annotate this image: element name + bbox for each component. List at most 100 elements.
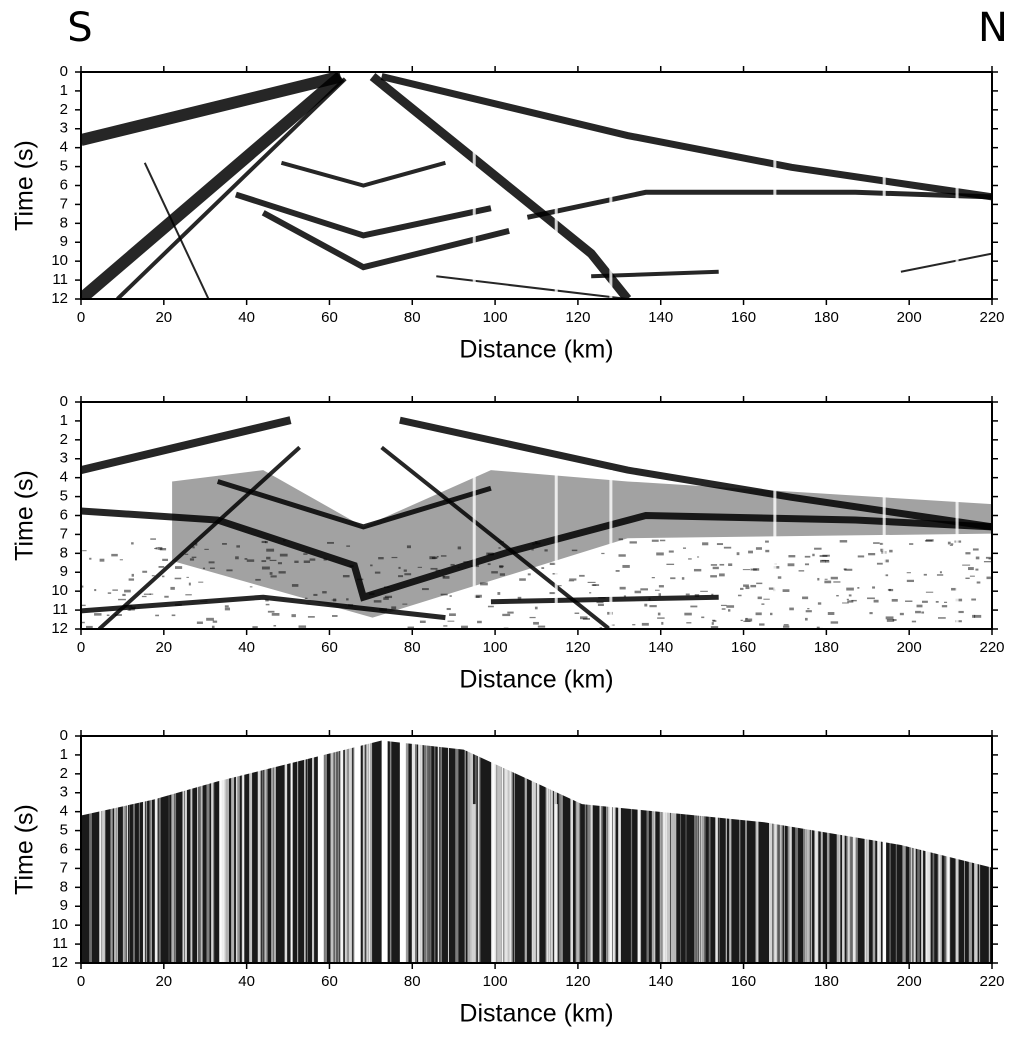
noise: [174, 577, 182, 580]
noise: [685, 593, 690, 596]
trace-gap: [778, 736, 782, 963]
trace-gap: [715, 736, 718, 963]
trace-gap: [132, 736, 136, 963]
x-tick-label: 60: [321, 309, 338, 326]
noise: [224, 607, 231, 611]
noise: [619, 586, 626, 590]
trace-gap: [507, 736, 511, 963]
trace-gap: [842, 736, 845, 963]
y-axis-label: Time (s): [11, 140, 39, 231]
trace-gap: [242, 736, 245, 963]
noise: [404, 573, 412, 576]
arrival: [436, 275, 628, 299]
trace-gap: [501, 736, 503, 963]
trace-gap: [700, 736, 702, 963]
trace-gap: [700, 736, 704, 963]
noise: [819, 555, 828, 557]
trace-gap: [755, 736, 759, 963]
noise: [615, 570, 620, 572]
trace-gap: [552, 736, 554, 963]
trace-gap: [848, 736, 851, 963]
arrival: [81, 594, 446, 621]
noise: [450, 563, 455, 566]
arrival: [143, 162, 210, 299]
noise: [949, 544, 953, 546]
noise: [151, 575, 155, 577]
trace-gap: [852, 736, 856, 963]
noise: [265, 603, 270, 606]
x-tick-label: 180: [814, 309, 839, 326]
trace-gap: [497, 736, 498, 963]
noise: [342, 575, 350, 578]
noise: [212, 620, 218, 623]
trace-gap: [702, 736, 706, 963]
x-tick-label: 120: [565, 973, 590, 990]
trace-gap: [239, 736, 240, 963]
noise: [924, 540, 933, 542]
trace-gap: [447, 736, 449, 963]
trace-gap: [89, 736, 92, 963]
noise: [81, 621, 85, 624]
trace-gap: [911, 736, 913, 963]
noise: [922, 600, 928, 603]
noise: [154, 548, 157, 550]
noise: [309, 558, 316, 561]
noise: [186, 576, 189, 578]
noise: [659, 539, 666, 542]
trace-gap: [955, 140, 959, 299]
y-tick-label: 10: [51, 582, 68, 599]
y-tick-label: 4: [60, 803, 68, 820]
arrival: [261, 210, 510, 271]
noise: [149, 593, 154, 595]
noise: [884, 574, 889, 577]
noise: [89, 557, 92, 560]
noise: [261, 566, 270, 570]
trace-gap: [795, 736, 799, 963]
noise: [915, 610, 921, 614]
noise: [537, 625, 546, 628]
noise: [531, 549, 534, 551]
trace-gap: [554, 140, 558, 299]
noise: [804, 617, 808, 621]
noise: [721, 608, 726, 610]
trace-gap: [211, 736, 213, 963]
noise: [972, 614, 976, 618]
noise: [955, 620, 962, 623]
noise: [549, 562, 556, 566]
x-tick-label: 0: [77, 973, 85, 990]
trace-gap: [272, 736, 276, 963]
noise: [740, 587, 744, 590]
x-tick-label: 140: [648, 973, 673, 990]
noise: [748, 550, 753, 554]
trace-gap: [405, 736, 409, 963]
trace-gap: [334, 736, 337, 963]
trace-gap: [666, 736, 670, 963]
noise: [916, 604, 923, 608]
trace-gap: [769, 736, 773, 963]
noise: [723, 546, 732, 549]
trace-gap: [257, 736, 261, 963]
noise: [94, 589, 97, 592]
trace-gap: [726, 736, 727, 963]
trace-gap: [297, 736, 299, 963]
trace-gap: [680, 736, 682, 963]
noise: [184, 553, 189, 555]
y-tick-label: 9: [60, 233, 68, 250]
noise: [517, 596, 522, 600]
trace-gap: [504, 736, 508, 963]
noise: [127, 609, 131, 611]
trace-gap: [284, 736, 288, 963]
noise: [969, 575, 975, 577]
arrival: [490, 594, 719, 605]
noise: [925, 591, 934, 593]
trace-gap: [558, 736, 562, 963]
noise: [266, 548, 275, 552]
trace-gap: [513, 736, 515, 963]
noise: [765, 549, 770, 553]
x-tick-label: 200: [897, 639, 922, 656]
noise: [830, 621, 839, 624]
trace-gap: [783, 736, 785, 963]
noise: [745, 618, 753, 622]
noise: [391, 556, 398, 559]
noise: [658, 593, 662, 597]
